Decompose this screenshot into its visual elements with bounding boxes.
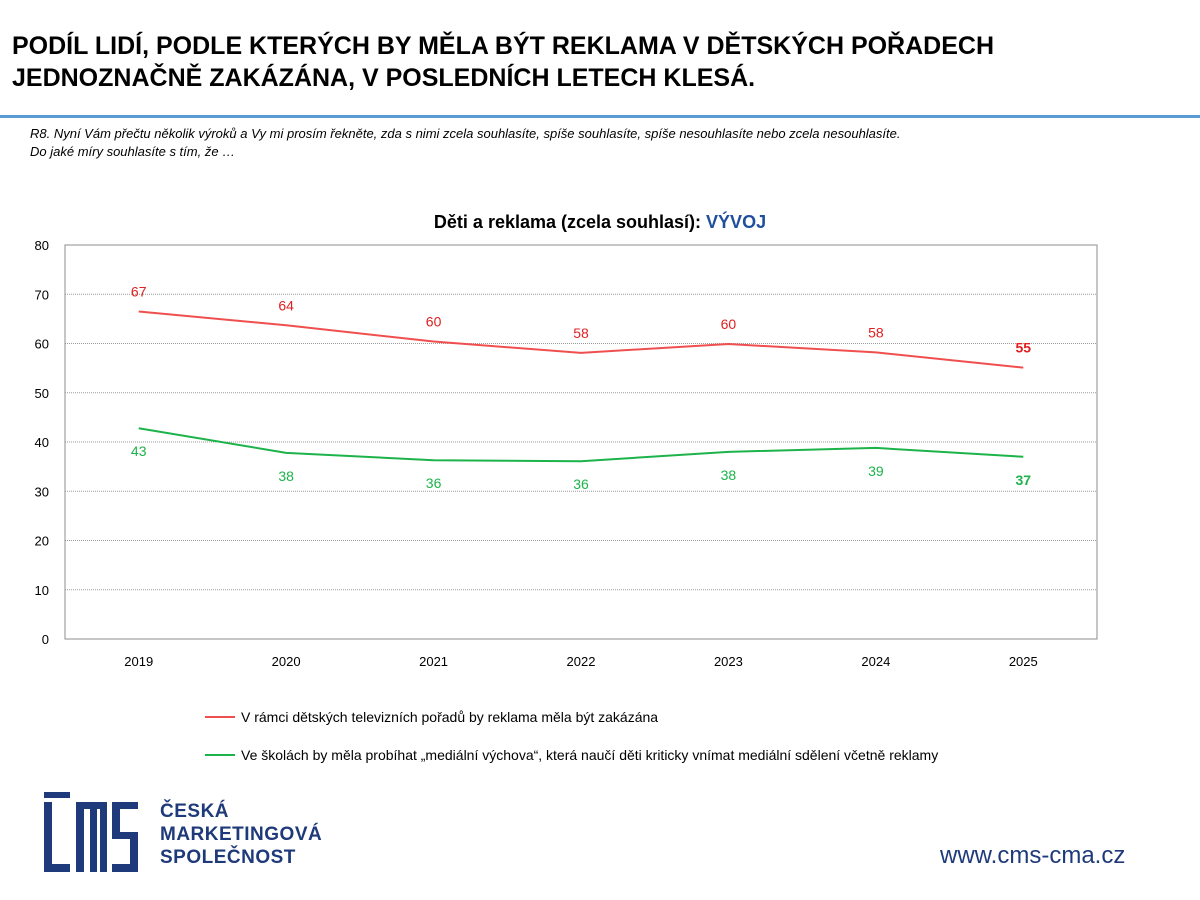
data-label: 55 [1015,340,1031,356]
website-link[interactable]: www.cms-cma.cz [940,842,1126,869]
data-label: 38 [721,467,737,483]
series-line-0 [138,310,1024,369]
line-chart: 0 10 20 30 40 50 60 70 80 2019 2020 2021 2022 2023 202… [35,238,1098,669]
legend-swatch-green [205,754,235,756]
x-tick-label: 2020 [272,654,301,669]
y-tick-label: 30 [35,484,49,499]
page-title-line-2: JEDNOZNAČNĚ ZAKÁZÁNA, V POSLEDNÍCH LETEC… [12,64,756,92]
survey-question-line-1: R8. Nyní Vám přečtu několik výroků a Vy … [30,126,901,141]
logo-line-2: MARKETINGOVÁ [160,824,323,845]
chart-title: Děti a reklama (zcela souhlasí): VÝVOJ [0,212,1200,233]
page-title: PODÍL LIDÍ, PODLE KTERÝCH BY MĚLA BÝT RE… [12,30,1182,94]
x-tick-label: 2024 [861,654,890,669]
survey-question-line-2: Do jaké míry souhlasíte s tím, že … [30,144,236,159]
chart-title-main: Děti a reklama (zcela souhlasí): [433,212,702,232]
data-label: 39 [868,463,884,479]
y-tick-label: 70 [35,287,49,302]
data-label: 58 [868,324,884,340]
y-tick-label: 60 [35,337,49,352]
data-label: 43 [131,443,147,459]
y-tick-label: 80 [35,238,49,253]
legend-item-tv-ads: V rámci dětských televizních pořadů by r… [205,708,658,726]
header-divider [0,115,1200,118]
data-label: 36 [573,476,589,492]
data-label: 37 [1015,472,1031,488]
legend-item-media-education: Ve školách by měla probíhat „mediální vý… [205,746,938,764]
legend-label-tv-ads: V rámci dětských televizních pořadů by r… [241,709,659,725]
series-line-1 [138,427,1024,463]
data-label: 67 [131,283,147,299]
cms-logo-icon [44,792,138,872]
y-tick-label: 0 [42,632,49,647]
survey-question: R8. Nyní Vám přečtu několik výroků a Vy … [30,125,900,161]
logo-wordmark: ČESKÁ MARKETINGOVÁ SPOLEČNOST [160,800,322,869]
y-tick-label: 20 [35,534,49,549]
x-tick-label: 2019 [124,654,153,669]
x-tick-label: 2023 [714,654,743,669]
data-label: 58 [573,325,589,341]
y-tick-label: 40 [35,435,49,450]
logo-line-1: ČESKÁ [160,801,230,822]
x-tick-label: 2022 [567,654,596,669]
x-tick-label: 2025 [1009,654,1038,669]
y-tick-label: 50 [35,386,49,401]
chart-title-accent: VÝVOJ [706,212,767,232]
data-label: 36 [426,475,442,491]
logo-line-3: SPOLEČNOST [160,847,296,868]
data-label: 60 [426,314,442,330]
page-title-line-1: PODÍL LIDÍ, PODLE KTERÝCH BY MĚLA BÝT RE… [12,32,995,60]
data-label: 60 [721,316,737,332]
plot-area [64,244,1098,640]
y-tick-label: 10 [35,583,49,598]
data-label: 64 [278,297,294,313]
legend-swatch-red [205,716,235,718]
legend-label-media-education: Ve školách by měla probíhat „mediální vý… [241,747,939,763]
x-tick-label: 2021 [419,654,448,669]
data-label: 38 [278,468,294,484]
